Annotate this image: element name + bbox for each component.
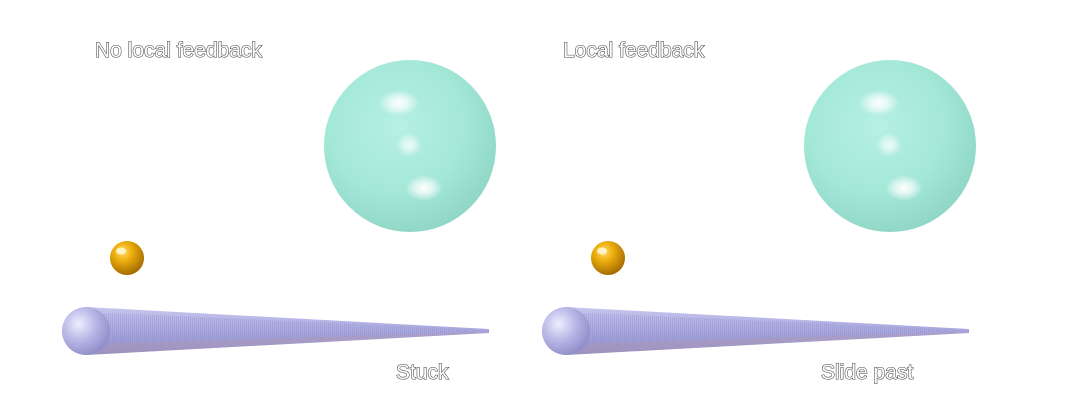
large-sphere — [804, 60, 976, 232]
panel-title-local-feedback: Local feedback — [563, 39, 705, 62]
needle-probe — [542, 307, 969, 355]
panel-local-feedback: Local feedback Slide past — [542, 38, 976, 385]
panel-no-local-feedback: No local feedback Stuck — [62, 38, 496, 385]
large-sphere — [324, 60, 496, 232]
panel-title-no-local-feedback: No local feedback — [95, 39, 262, 62]
small-gold-sphere — [591, 241, 625, 275]
small-gold-sphere — [110, 241, 144, 275]
needle-probe — [62, 307, 489, 355]
outcome-label-slide-past: Slide past — [821, 361, 913, 384]
outcome-label-stuck: Stuck — [396, 361, 449, 384]
